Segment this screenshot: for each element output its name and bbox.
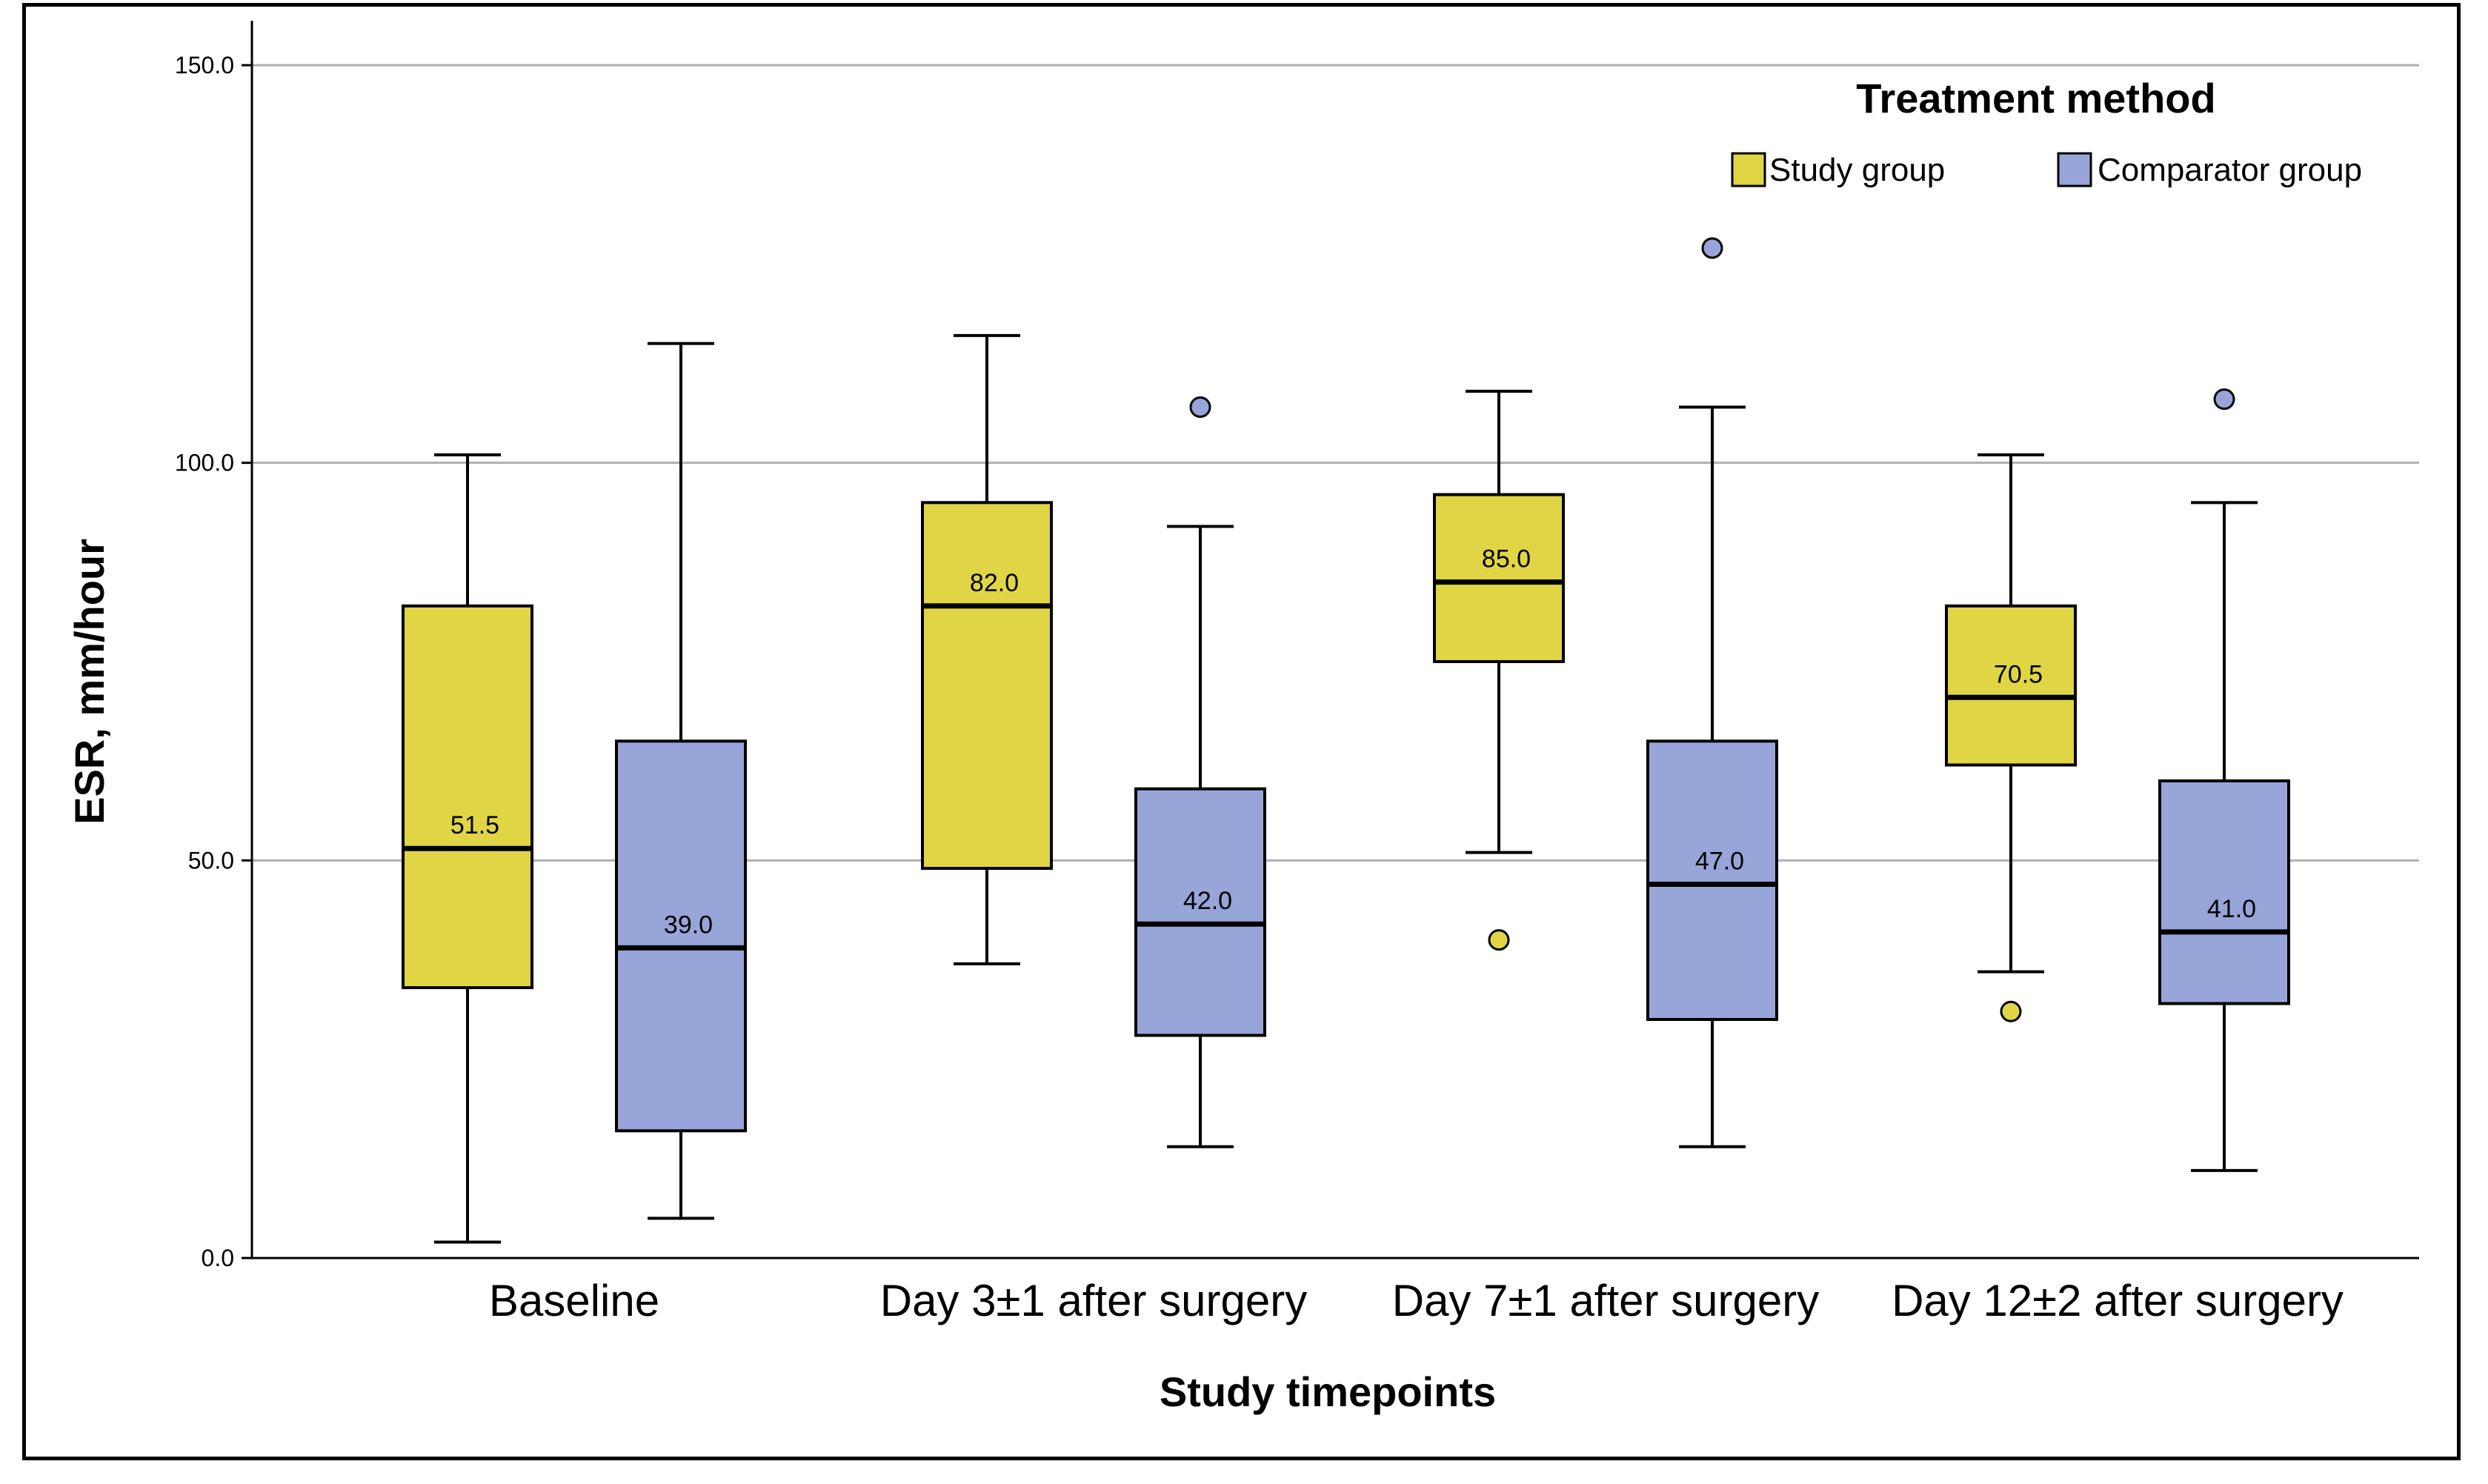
category-label: Day 12±2 after surgery — [1892, 1276, 2344, 1325]
chart-frame — [22, 3, 2461, 1460]
box-iqr — [615, 739, 747, 1133]
category-labels: Baseline Day 3±1 after surgery Day 7±1 aft… — [489, 1276, 2344, 1325]
median-label: 85.0 — [1482, 545, 1531, 573]
legend-swatch-study — [1731, 152, 1766, 187]
box-study-3: 70.5 — [1945, 453, 2077, 1022]
box-iqr — [402, 604, 533, 990]
legend-swatch-comparator — [2057, 152, 2092, 187]
legend-label-comparator: Comparator group — [2098, 152, 2362, 188]
category-label: Day 7±1 after surgery — [1392, 1276, 1820, 1325]
box-comparator-1: 42.0 — [1134, 396, 1266, 1148]
box-iqr — [1134, 787, 1266, 1037]
y-axis-title: ESR, mm/hour — [66, 539, 113, 825]
outlier-point — [1488, 929, 1510, 951]
legend-title: Treatment method — [1856, 75, 2215, 122]
category-label: Baseline — [489, 1276, 659, 1325]
y-tick-label: 50.0 — [188, 847, 234, 874]
y-tick-label: 150.0 — [175, 52, 234, 79]
legend: Treatment method Study group Comparator … — [1731, 75, 2362, 188]
outlier-point — [1701, 237, 1723, 259]
box-study-2: 85.0 — [1433, 390, 1565, 951]
box-iqr — [1646, 739, 1778, 1021]
box-comparator-0: 39.0 — [615, 342, 747, 1220]
box-iqr — [2158, 779, 2290, 1005]
box-study-1: 82.0 — [921, 333, 1053, 965]
category-label: Day 3±1 after surgery — [880, 1276, 1308, 1325]
box-study-0: 51.5 — [402, 453, 533, 1244]
median-label: 39.0 — [664, 911, 713, 939]
box-comparator-3: 41.0 — [2158, 388, 2290, 1172]
median-label: 41.0 — [2207, 895, 2256, 923]
median-label: 42.0 — [1183, 887, 1232, 915]
y-tick-label: 100.0 — [175, 450, 234, 476]
median-label: 82.0 — [970, 569, 1019, 597]
x-axis-title: Study timepoints — [1160, 1368, 1496, 1415]
outlier-point — [2000, 1000, 2022, 1022]
y-tick-labels: 0.0 50.0 100.0 150.0 — [175, 52, 252, 1271]
axes — [250, 21, 2419, 1260]
y-tick-label: 0.0 — [202, 1245, 234, 1271]
outlier-point — [2213, 388, 2235, 410]
box-iqr — [1433, 493, 1565, 663]
boxes: 51.5 82.0 85.0 70.5 39.0 42.0 47.0 41.0 — [402, 237, 2290, 1244]
box-iqr — [1945, 604, 2077, 767]
legend-label-study: Study group — [1769, 152, 1945, 188]
median-label: 70.5 — [1994, 660, 2043, 688]
outlier-point — [1189, 396, 1211, 419]
grid-lines — [252, 64, 2419, 862]
box-iqr — [921, 501, 1053, 871]
median-label: 47.0 — [1695, 848, 1744, 876]
box-comparator-2: 47.0 — [1646, 237, 1778, 1148]
median-label: 51.5 — [450, 811, 499, 839]
